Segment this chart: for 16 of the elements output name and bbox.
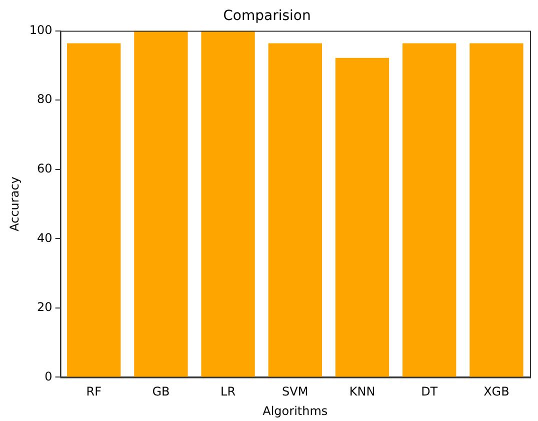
y-tick-label: 40 xyxy=(37,230,52,245)
x-tick-label: GB xyxy=(152,384,170,399)
x-tick-label: LR xyxy=(220,384,236,399)
y-axis-title: Accuracy xyxy=(7,176,22,232)
y-tick-label: 60 xyxy=(37,161,52,176)
x-axis-title: Algorithms xyxy=(262,404,328,418)
x-tick-label: RF xyxy=(86,384,102,399)
x-tick-label: XGB xyxy=(484,384,510,399)
x-tick-label: DT xyxy=(421,384,438,399)
x-tick-label: KNN xyxy=(349,384,376,399)
y-tick-label: 100 xyxy=(29,22,52,37)
x-tick-label: SVM xyxy=(282,384,308,399)
y-tick-label: 20 xyxy=(37,300,52,314)
y-tick-label: 80 xyxy=(37,92,52,106)
chart-title: Comparision xyxy=(223,8,311,24)
y-tick-label: 0 xyxy=(44,369,52,384)
